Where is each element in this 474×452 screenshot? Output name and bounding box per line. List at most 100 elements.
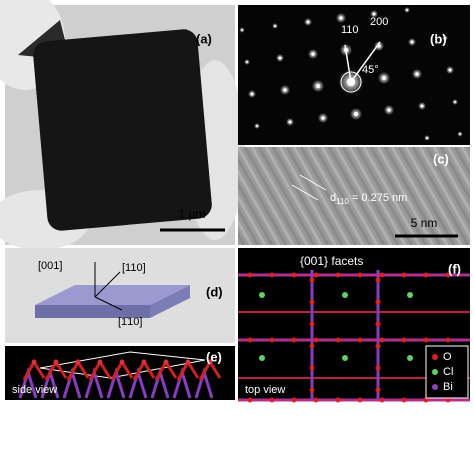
text: = 0.275 nm bbox=[349, 192, 407, 204]
atom bbox=[309, 321, 315, 327]
legend-label: Cl bbox=[443, 366, 453, 378]
fringe bbox=[327, 147, 386, 245]
atom bbox=[313, 397, 319, 403]
atom bbox=[163, 359, 169, 365]
view-caption: side view bbox=[12, 384, 57, 396]
atom bbox=[309, 387, 315, 393]
spot-core bbox=[278, 56, 282, 60]
atom bbox=[375, 343, 381, 349]
spacing-label: d110 = 0.275 nm bbox=[330, 192, 407, 206]
fringe bbox=[264, 147, 323, 245]
fringe bbox=[238, 206, 260, 245]
marker bbox=[299, 174, 327, 191]
atom bbox=[375, 321, 381, 327]
atom bbox=[309, 277, 315, 283]
slab-side bbox=[150, 285, 190, 318]
spot-core bbox=[246, 61, 248, 63]
legend-swatch bbox=[432, 369, 438, 375]
fringe bbox=[238, 147, 295, 245]
fringe bbox=[292, 147, 351, 245]
atom bbox=[247, 337, 253, 343]
fringe bbox=[285, 147, 344, 245]
angle-label: 45° bbox=[362, 64, 379, 76]
legend-label: Bi bbox=[443, 381, 453, 393]
panel-label: (d) bbox=[206, 284, 223, 299]
fringe bbox=[238, 156, 288, 245]
slab-top bbox=[35, 285, 190, 305]
atom bbox=[423, 397, 429, 403]
side-structure bbox=[18, 351, 222, 399]
atom bbox=[269, 397, 275, 403]
spot-core bbox=[420, 104, 424, 108]
spot-label: 200 bbox=[370, 16, 388, 28]
view-caption: top view bbox=[245, 384, 285, 396]
fringe bbox=[238, 218, 253, 245]
axis-label: [1̄10] bbox=[118, 316, 142, 328]
spot-core bbox=[426, 137, 428, 139]
fringe bbox=[238, 181, 274, 245]
panel-label: (e) bbox=[206, 349, 222, 364]
fringe bbox=[439, 147, 470, 202]
atom-cl bbox=[342, 355, 348, 361]
atom bbox=[401, 397, 407, 403]
atom bbox=[269, 337, 275, 343]
spot-core bbox=[339, 16, 343, 20]
atom bbox=[269, 272, 275, 278]
atom bbox=[375, 277, 381, 283]
atom bbox=[313, 337, 319, 343]
atom bbox=[401, 337, 407, 343]
spot-core bbox=[448, 68, 452, 72]
fringe bbox=[362, 147, 421, 245]
spot-core bbox=[353, 111, 359, 117]
atom bbox=[247, 272, 253, 278]
marker bbox=[291, 184, 319, 201]
atom bbox=[375, 299, 381, 305]
spot-core bbox=[406, 9, 408, 11]
atom bbox=[375, 387, 381, 393]
atom bbox=[291, 272, 297, 278]
atom bbox=[445, 272, 451, 278]
fringe bbox=[271, 147, 330, 245]
atom bbox=[119, 359, 125, 365]
fringe bbox=[425, 147, 470, 227]
atom bbox=[309, 365, 315, 371]
spot-core bbox=[321, 116, 325, 120]
atom bbox=[379, 272, 385, 278]
spot-core bbox=[288, 120, 292, 124]
spot-core bbox=[315, 83, 321, 89]
atom bbox=[309, 343, 315, 349]
spot-core bbox=[250, 92, 254, 96]
atom bbox=[357, 337, 363, 343]
fringe bbox=[411, 147, 470, 245]
axis-label: [001] bbox=[38, 260, 62, 272]
spot-core bbox=[241, 29, 243, 31]
atom-cl bbox=[259, 292, 265, 298]
particle bbox=[33, 29, 212, 231]
atom bbox=[309, 299, 315, 305]
fringe bbox=[238, 193, 267, 245]
fringe bbox=[348, 147, 407, 245]
atom bbox=[379, 397, 385, 403]
atom bbox=[335, 337, 341, 343]
legend-swatch bbox=[432, 354, 438, 360]
atom bbox=[357, 272, 363, 278]
legend-label: O bbox=[443, 351, 452, 363]
spot-core bbox=[283, 88, 287, 92]
spot-core bbox=[381, 75, 387, 81]
atom bbox=[207, 359, 213, 365]
scale-label: 5 nm bbox=[411, 216, 438, 230]
spot-core bbox=[274, 25, 276, 27]
panel-label: (a) bbox=[196, 31, 212, 46]
fringe bbox=[397, 147, 456, 245]
atom bbox=[401, 272, 407, 278]
spot-core bbox=[256, 125, 258, 127]
atom bbox=[291, 337, 297, 343]
atom bbox=[335, 272, 341, 278]
fringe bbox=[369, 147, 428, 245]
symbol: d bbox=[330, 192, 336, 204]
spot-core bbox=[459, 133, 461, 135]
atom bbox=[423, 337, 429, 343]
fringe bbox=[383, 147, 442, 245]
fringe bbox=[453, 147, 470, 177]
